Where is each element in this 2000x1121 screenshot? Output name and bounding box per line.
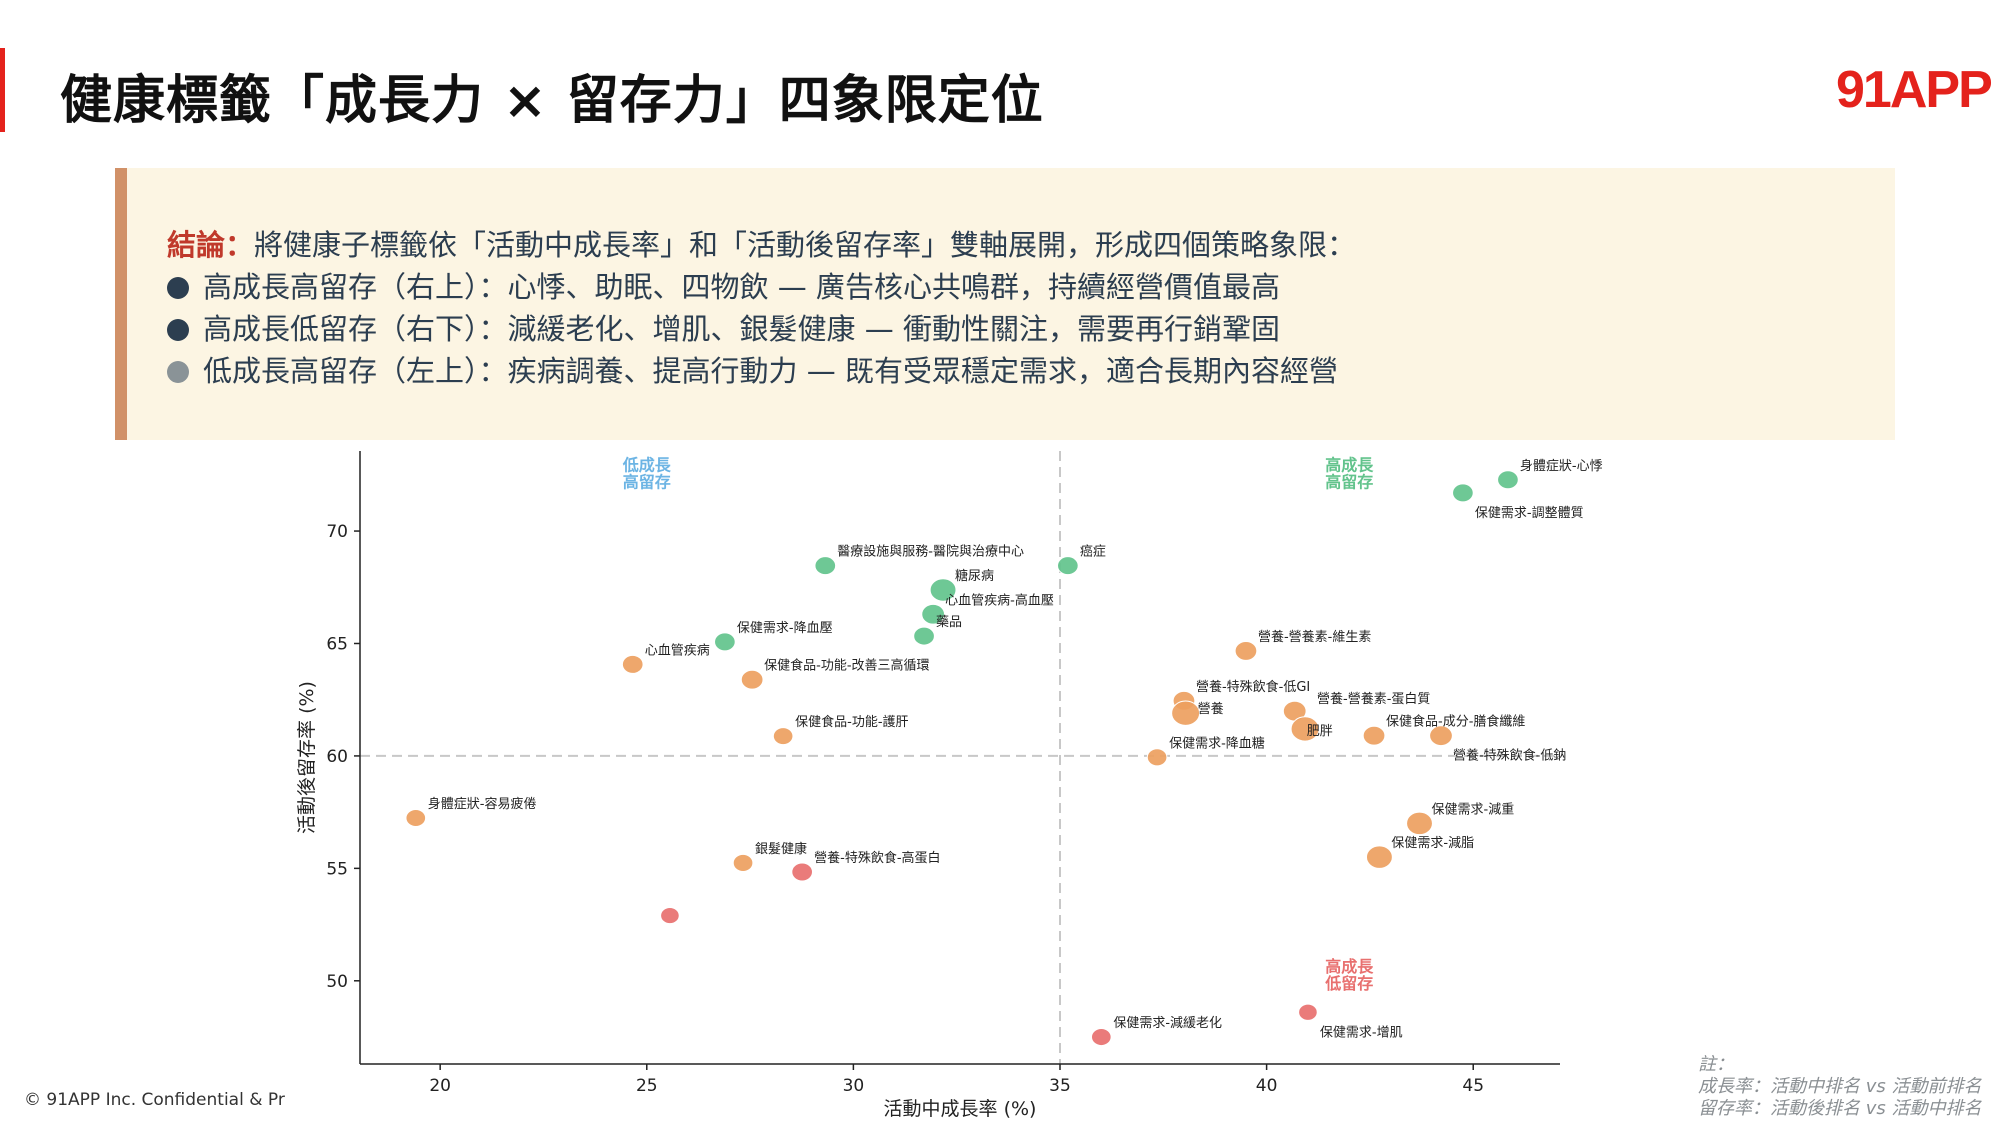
bullet-text: 低成長高留存（左上）：疾病調養、提高行動力 — 既有受眾穩定需求，適合長期內容經… <box>203 354 1338 388</box>
data-point-label: 心血管疾病-高血壓 <box>945 592 1054 608</box>
bullet-text: 高成長低留存（右下）：減緩老化、增肌、銀髮健康 — 衝動性關注，需要再行銷鞏固 <box>203 312 1280 346</box>
quadrant-label: 低成長 <box>622 455 672 474</box>
data-point <box>1452 483 1474 503</box>
data-point <box>714 632 736 652</box>
y-tick-label: 70 <box>326 522 348 542</box>
data-point-label: 保健需求-減重 <box>1432 801 1515 817</box>
data-point <box>929 578 957 602</box>
data-point-label: 營養-特殊飲食-低GI <box>1196 679 1310 695</box>
conclusion-callout: 結論：將健康子標籤依「活動中成長率」和「活動後留存率」雙軸展開，形成四個策略象限… <box>115 168 1895 440</box>
data-point-label: 身體症狀-容易疲倦 <box>428 796 537 812</box>
data-point <box>660 906 680 925</box>
data-point <box>732 853 754 873</box>
data-point <box>405 808 427 828</box>
data-point <box>814 556 837 576</box>
brand-logo: 91APP <box>1836 61 1993 119</box>
data-point-label: 藥品 <box>936 615 962 630</box>
data-point-label: 銀髮健康 <box>755 841 807 857</box>
bullet-dot-icon <box>167 319 189 341</box>
y-tick-label: 50 <box>326 972 348 992</box>
conclusion-text: 將健康子標籤依「活動中成長率」和「活動後留存率」雙軸展開，形成四個策略象限： <box>254 228 1357 262</box>
quadrant-label: 高成長 <box>1325 455 1374 474</box>
data-point-label: 營養-特殊飲食-低鈉 <box>1453 748 1566 764</box>
page-title: 健康標籤「成長力 × 留存力」四象限定位 <box>60 71 1044 131</box>
data-point-label: 保健需求-降血壓 <box>737 621 833 636</box>
data-point-label: 營養 <box>1198 701 1224 717</box>
title-accent-bar <box>0 48 5 132</box>
data-point-label: 保健需求-降血糖 <box>1169 735 1265 751</box>
data-point-label: 保健食品-功能-改善三高循環 <box>764 658 929 674</box>
data-point <box>1365 845 1393 869</box>
note-line: 註： <box>1698 1054 1734 1075</box>
data-point <box>1298 1003 1318 1021</box>
data-point <box>621 654 644 674</box>
data-point-label: 癌症 <box>1080 544 1106 560</box>
x-tick-label: 30 <box>843 1076 865 1096</box>
data-point-label: 身體症狀-心悸 <box>1520 458 1603 474</box>
bullet-high-high: 高成長高留存（右上）：心悸、助眠、四物飲 — 廣告核心共鳴群，持續經營價值最高 <box>167 266 1895 308</box>
data-point <box>772 727 794 746</box>
note-line: 留存率：活動後排名 vs 活動中排名 <box>1698 1098 1982 1119</box>
data-point-label: 心血管疾病 <box>645 643 710 658</box>
bullet-low-high: 低成長高留存（左上）：疾病調養、提高行動力 — 既有受眾穩定需求，適合長期內容經… <box>167 350 1895 392</box>
conclusion-lead: 結論： <box>167 228 255 262</box>
quadrant-label: 低留存 <box>1324 974 1373 993</box>
x-tick-label: 25 <box>636 1076 658 1096</box>
y-tick-label: 65 <box>326 634 348 654</box>
data-point-label: 保健食品-成分-膳食纖維 <box>1386 714 1525 730</box>
x-axis-label: 活動中成長率 (%) <box>884 1098 1037 1120</box>
data-point <box>1497 470 1519 490</box>
data-point-label: 保健需求-調整體質 <box>1475 506 1584 521</box>
bullet-high-low: 高成長低留存（右下）：減緩老化、增肌、銀髮健康 — 衝動性關注，需要再行銷鞏固 <box>167 308 1895 350</box>
data-point <box>1090 1027 1112 1047</box>
data-point <box>1406 811 1433 836</box>
bullet-dot-icon <box>167 277 189 299</box>
bullet-dot-icon <box>167 361 189 383</box>
data-point-label: 糖尿病 <box>955 568 994 584</box>
data-point-label: 肥胖 <box>1307 724 1333 739</box>
data-point-label: 營養-特殊飲食-高蛋白 <box>814 850 940 866</box>
data-point <box>1429 725 1453 747</box>
data-point-label: 保健需求-減脂 <box>1391 835 1474 851</box>
quadrant-label: 高留存 <box>1325 472 1373 491</box>
x-tick-label: 40 <box>1256 1076 1278 1096</box>
x-tick-label: 35 <box>1049 1076 1071 1096</box>
data-point <box>740 669 764 690</box>
data-point <box>791 862 813 882</box>
bullet-text: 高成長高留存（右上）：心悸、助眠、四物飲 — 廣告核心共鳴群，持續經營價值最高 <box>203 270 1280 304</box>
data-point-label: 保健食品-功能-護肝 <box>795 714 908 730</box>
conclusion-line: 結論：將健康子標籤依「活動中成長率」和「活動後留存率」雙軸展開，形成四個策略象限… <box>167 224 1895 266</box>
data-point <box>1146 748 1168 767</box>
data-point <box>1234 640 1258 661</box>
quadrant-label: 高留存 <box>623 472 671 491</box>
data-point-label: 營養-營養素-蛋白質 <box>1317 691 1430 707</box>
chart-note: 註： 成長率：活動中排名 vs 活動前排名 留存率：活動後排名 vs 活動中排名 <box>1698 1054 1981 1120</box>
data-point-label: 營養-營養素-維生素 <box>1258 629 1371 645</box>
data-point-label: 保健需求-增肌 <box>1320 1025 1403 1040</box>
x-tick-label: 45 <box>1462 1076 1484 1096</box>
data-point-label: 醫療設施與服務-醫院與治療中心 <box>837 544 1024 560</box>
data-point <box>1362 725 1386 746</box>
copyright: © 91APP Inc. Confidential & Pr <box>24 1090 285 1110</box>
x-tick-label: 20 <box>429 1076 451 1096</box>
quadrant-label: 高成長 <box>1325 957 1374 976</box>
data-point <box>921 603 946 625</box>
data-point <box>1290 716 1320 742</box>
y-tick-label: 55 <box>326 859 348 879</box>
y-tick-label: 60 <box>326 747 348 767</box>
y-axis-label: 活動後留存率 (%) <box>296 681 318 834</box>
data-point-label: 保健需求-減緩老化 <box>1113 1015 1222 1031</box>
note-line: 成長率：活動中排名 vs 活動前排名 <box>1698 1076 1982 1097</box>
data-point <box>1057 556 1079 576</box>
data-point <box>913 626 935 646</box>
data-point <box>1171 700 1201 726</box>
